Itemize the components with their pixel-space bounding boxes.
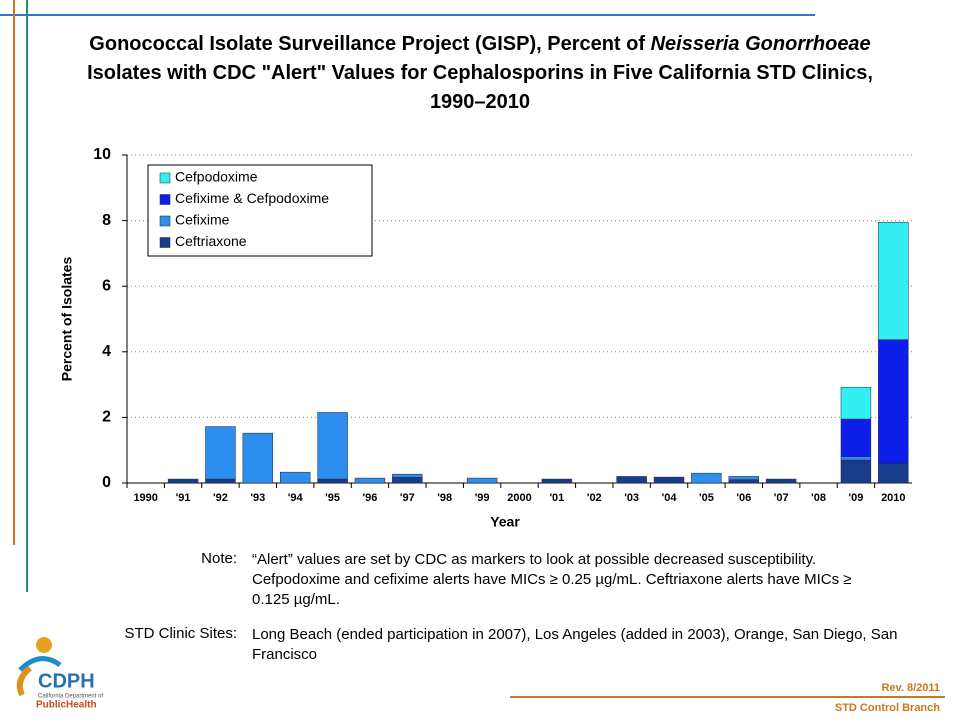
legend-label: Cefixime [175,212,230,228]
note-text: “Alert” values are set by CDC as markers… [252,551,852,608]
x-tick-label: '94 [288,492,304,504]
branch: STD Control Branch [835,702,940,714]
logo: CDPH California Department of PublicHeal… [16,637,103,711]
bar [205,478,236,484]
bar [653,476,685,484]
bar [728,479,759,484]
bar [840,459,872,484]
x-axis-title: Year [490,514,520,530]
note-label: STD Clinic Sites: [124,625,237,642]
bar [878,463,909,484]
x-tick-label: '92 [213,492,228,504]
bar [878,221,909,340]
note-label: Note: [201,550,237,567]
title-part: Isolates with CDC "Alert" Values for Cep… [87,62,873,113]
bar [317,412,348,480]
bar [205,426,236,480]
x-tick-label: '95 [325,492,340,504]
x-tick-label: '01 [549,492,564,504]
legend-swatch [159,237,171,248]
bar [691,472,722,484]
title-part: Neisseria Gonorrhoeae [650,33,871,55]
x-tick-label: 1990 [133,492,157,504]
y-tick-label: 4 [102,343,111,360]
bar [878,339,909,464]
x-tick-label: '09 [848,492,863,504]
bar [840,418,872,458]
bar [317,478,348,484]
bar [765,478,797,484]
bar [242,432,274,484]
y-axis-title: Percent of Isolates [59,257,75,382]
x-tick-label: '04 [662,492,678,504]
x-tick-label: '97 [400,492,415,504]
legend-label: Ceftriaxone [175,233,247,249]
legend-swatch [159,172,171,184]
x-tick-label: '91 [176,492,191,504]
legend-label: Cefpodoxime [175,169,258,185]
x-tick-label: '98 [437,492,452,504]
y-tick-label: 6 [102,277,111,294]
x-tick-label: '96 [363,492,378,504]
bar [392,473,423,478]
x-tick-label: '03 [624,492,639,504]
x-tick-label: '05 [699,492,714,504]
logo-text: California Department of [38,694,103,700]
bar [167,478,199,484]
bar [354,477,386,484]
x-tick-label: 2000 [507,492,531,504]
logo-text: PublicHealth [36,700,97,711]
bar [392,477,423,484]
logo-name: CDPH [38,670,95,692]
bar [616,476,647,484]
bar [280,471,311,484]
x-tick-label: '06 [736,492,751,504]
note-text: Long Beach (ended participation in 2007)… [252,626,898,663]
y-tick-label: 8 [102,212,111,229]
legend-label: Cefixime & Cefpodoxime [175,190,329,206]
chart-title: Gonococcal Isolate Surveillance Project … [70,30,890,117]
x-tick-label: '99 [475,492,490,504]
legend-swatch [159,194,171,205]
legend-swatch [159,215,171,227]
revision: Rev. 8/2011 [881,682,940,694]
bar [840,456,872,461]
bar [728,476,759,480]
x-tick-label: '93 [250,492,265,504]
title-part: Gonococcal Isolate Surveillance Project … [89,33,651,55]
x-tick-label: '08 [811,492,826,504]
y-tick-label: 2 [102,409,111,426]
x-tick-label: '02 [587,492,602,504]
bar [541,478,573,484]
bar [840,386,872,420]
x-tick-label: '07 [774,492,789,504]
x-tick-label: 2010 [881,492,905,504]
bar [466,477,498,484]
y-tick-label: 10 [93,146,111,163]
legend: Ceftriaxone Cefixime Cefixime & Cefpodoxim… [147,164,373,257]
legend-box [147,164,373,257]
y-tick-label: 0 [102,474,111,491]
